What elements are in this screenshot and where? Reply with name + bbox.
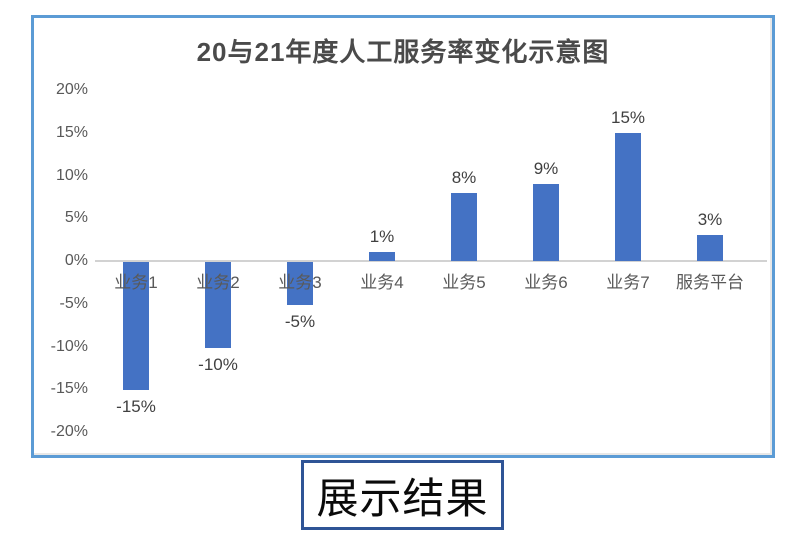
- bar-column: 1% 业务4: [341, 18, 423, 455]
- category-label: 业务2: [196, 273, 240, 292]
- category-label: 业务1: [114, 273, 158, 292]
- y-tick-label: -5%: [59, 294, 88, 312]
- bar-value-label: 3%: [697, 210, 723, 230]
- bar: [533, 184, 559, 261]
- x-axis-line: [95, 260, 767, 262]
- bar-column: -5% 业务3: [259, 18, 341, 455]
- y-tick-label: -10%: [50, 337, 88, 355]
- category-label: 业务5: [442, 273, 486, 292]
- plot-area: -15% 业务1 -10% 业务2 -5% 业务3 1% 业务4 8% 业务5 9% 业务6 15% 业务…: [95, 18, 751, 455]
- result-box[interactable]: 展示结果: [301, 460, 504, 530]
- y-tick-label: 20%: [55, 81, 88, 98]
- category-label: 业务3: [278, 273, 322, 292]
- bar: [615, 132, 641, 261]
- chart-frame: 20与21年度人工服务率变化示意图 20% 15% 10% 5% 0% -5% -10% -1…: [31, 15, 775, 458]
- bar: [697, 235, 723, 261]
- category-label: 业务6: [524, 273, 568, 292]
- bar-column: 3% 服务平台: [669, 18, 751, 455]
- y-tick-label: -15%: [50, 380, 88, 398]
- result-box-label: 展示结果: [316, 474, 489, 522]
- bar-value-label: 8%: [451, 167, 477, 187]
- y-tick-label: 5%: [64, 209, 88, 227]
- bar: [205, 262, 231, 348]
- bar-value-label: 1%: [369, 227, 395, 247]
- category-label: 业务7: [606, 273, 650, 292]
- category-label: 服务平台: [676, 273, 744, 292]
- bar-column: 9% 业务6: [505, 18, 587, 455]
- bar: [451, 192, 477, 261]
- bar: [369, 252, 395, 261]
- bar-column: 15% 业务7: [587, 18, 669, 455]
- bar-value-label: -5%: [284, 311, 316, 331]
- bar: [123, 262, 149, 391]
- category-label: 业务4: [360, 273, 404, 292]
- bar-column: 8% 业务5: [423, 18, 505, 455]
- bar-value-label: -15%: [116, 397, 156, 417]
- bar-column: -10% 业务2: [177, 18, 259, 455]
- chart-title: 20与21年度人工服务率变化示意图: [196, 37, 610, 67]
- bar: [287, 262, 313, 305]
- y-tick-label: 10%: [55, 166, 88, 184]
- bar-value-label: 15%: [610, 107, 646, 127]
- y-tick-label: 15%: [55, 123, 88, 141]
- bar-column: -15% 业务1: [95, 18, 177, 455]
- y-axis: 20% 15% 10% 5% 0% -5% -10% -15% -20%: [34, 18, 88, 455]
- y-tick-label: -20%: [50, 423, 88, 440]
- bar-value-label: 9%: [533, 159, 559, 179]
- y-tick-label: 0%: [64, 252, 88, 269]
- bar-value-label: -10%: [198, 354, 238, 374]
